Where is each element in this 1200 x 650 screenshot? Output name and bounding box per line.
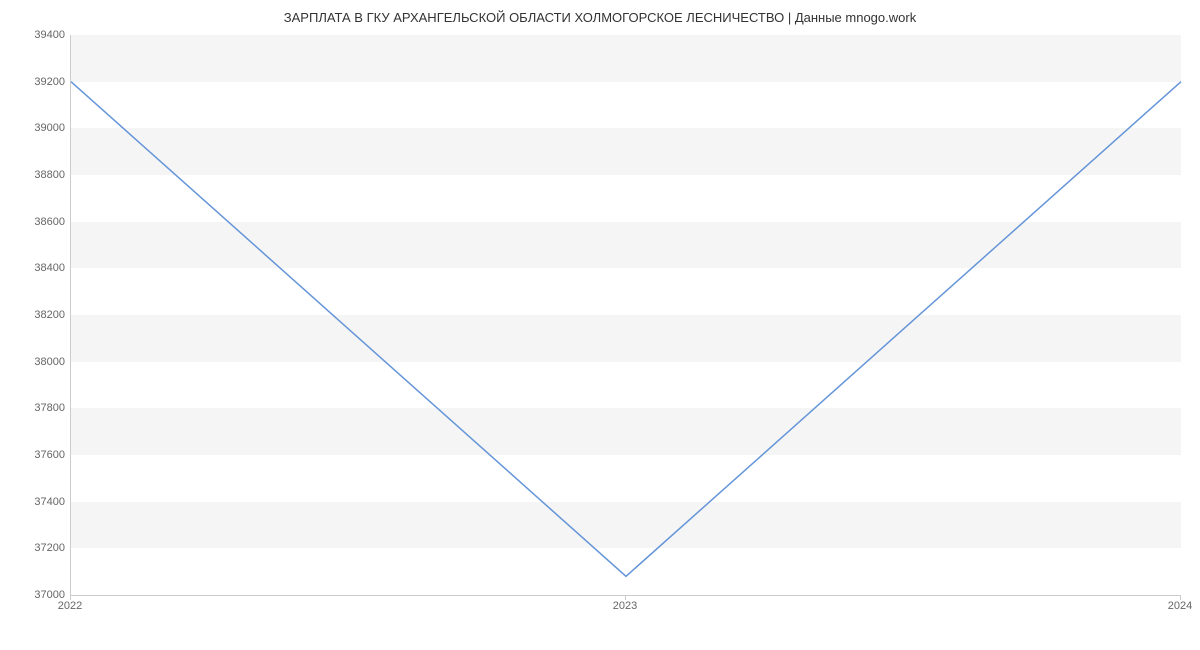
y-tick-label: 37800 bbox=[5, 402, 65, 414]
y-tick-label: 39400 bbox=[5, 29, 65, 41]
y-tick-label: 39000 bbox=[5, 122, 65, 134]
x-tick-mark bbox=[625, 595, 626, 600]
x-tick-label: 2024 bbox=[1168, 600, 1192, 612]
x-tick-label: 2023 bbox=[613, 600, 637, 612]
y-tick-label: 37600 bbox=[5, 449, 65, 461]
salary-line-chart: ЗАРПЛАТА В ГКУ АРХАНГЕЛЬСКОЙ ОБЛАСТИ ХОЛ… bbox=[0, 0, 1200, 650]
chart-title: ЗАРПЛАТА В ГКУ АРХАНГЕЛЬСКОЙ ОБЛАСТИ ХОЛ… bbox=[0, 0, 1200, 30]
line-path bbox=[71, 82, 1181, 577]
y-tick-label: 37200 bbox=[5, 542, 65, 554]
y-tick-label: 39200 bbox=[5, 76, 65, 88]
plot-area bbox=[70, 35, 1181, 596]
x-tick-mark bbox=[70, 595, 71, 600]
y-tick-label: 38000 bbox=[5, 356, 65, 368]
x-tick-mark bbox=[1180, 595, 1181, 600]
y-tick-label: 38200 bbox=[5, 309, 65, 321]
line-series bbox=[71, 35, 1181, 595]
x-tick-label: 2022 bbox=[58, 600, 82, 612]
y-tick-label: 38400 bbox=[5, 262, 65, 274]
y-tick-label: 37400 bbox=[5, 496, 65, 508]
y-tick-label: 38800 bbox=[5, 169, 65, 181]
y-tick-label: 37000 bbox=[5, 589, 65, 601]
y-tick-label: 38600 bbox=[5, 216, 65, 228]
